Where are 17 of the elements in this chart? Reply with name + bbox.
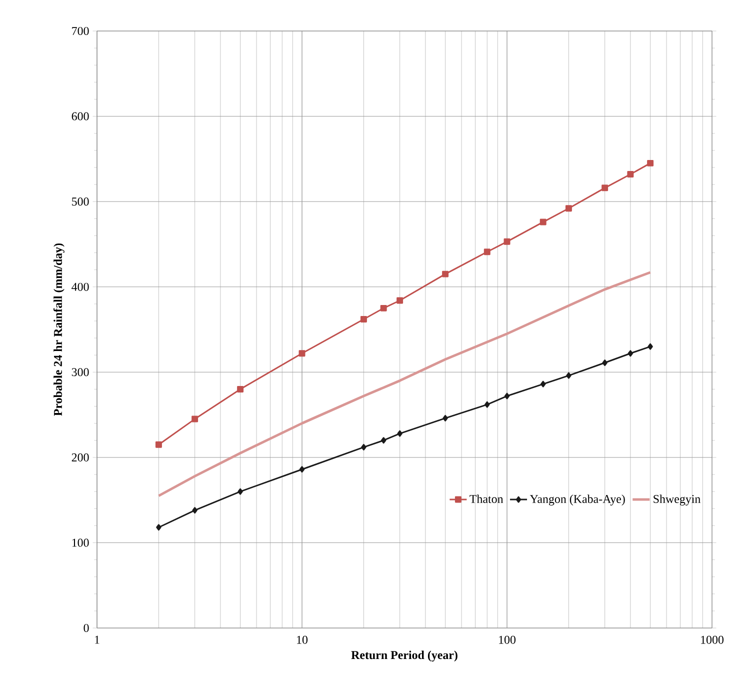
x-tick-label: 10 [297, 636, 308, 644]
y-tick-label: 700 [72, 26, 89, 36]
x-tick-label: 1000 [701, 636, 724, 644]
y-tick-label: 0 [84, 624, 89, 632]
legend-label: Yangon (Kaba-Aye) [530, 494, 625, 506]
x-tick-label: 100 [499, 636, 516, 644]
y-tick-label: 500 [72, 198, 89, 206]
x-tick-label: 1 [95, 636, 100, 644]
legend-label: Shwegyin [654, 494, 700, 506]
y-axis-title: Probable 24 hr Rainfall (mm/day) [53, 243, 64, 416]
y-tick-label: 100 [72, 538, 89, 547]
y-tick-label: 200 [72, 453, 89, 462]
x-axis-title: Return Period (year) [351, 650, 458, 662]
legend-label: Thaton [470, 494, 504, 504]
y-tick-label: 600 [72, 112, 89, 120]
y-tick-label: 300 [72, 368, 89, 376]
y-tick-label: 400 [72, 282, 89, 291]
